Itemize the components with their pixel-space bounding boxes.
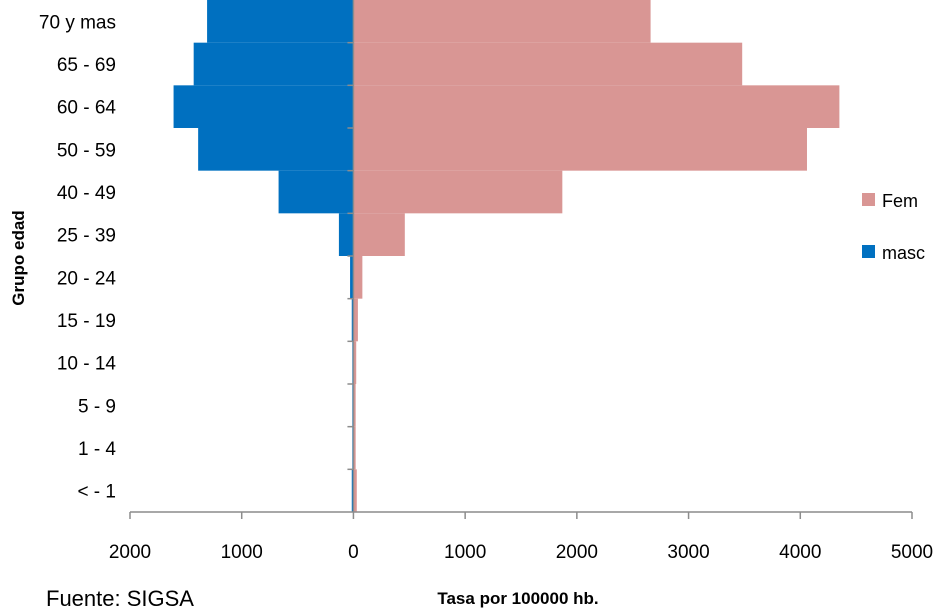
x-tick-label: 3000 [667,542,709,563]
labels-layer: 70 y mas 65 - 69 60 - 64 50 - 59 40 - 49 25 -… [39,12,933,563]
bar-masc-6 [350,256,354,299]
x-tick-label: 1000 [444,542,486,563]
bar-fem-5 [353,213,405,256]
bar-masc-4 [278,170,354,214]
y-tick-label: 25 - 39 [57,226,116,247]
legend-swatch-fem [862,193,875,206]
bar-fem-8 [353,341,357,384]
bar-fem-3 [353,128,807,171]
bar-fem-1 [353,42,743,86]
x-tick-label: 2000 [109,542,151,563]
x-tick-label: 2000 [556,542,598,563]
legend-swatch-masc [862,245,875,258]
bar-masc-3 [198,128,354,171]
y-axis-title: Grupo edad [9,210,28,305]
bar-masc-5 [338,213,354,256]
bar-fem-0 [353,0,651,43]
bar-masc-2 [173,85,354,128]
x-tick-label: 1000 [221,542,263,563]
bar-fem-4 [353,170,563,214]
bar-fem-6 [353,256,363,299]
y-tick-label: 65 - 69 [57,55,116,76]
bar-masc-0 [207,0,354,43]
y-tick-label: 40 - 49 [57,183,116,204]
y-tick-label: 20 - 24 [57,268,117,289]
y-tick-label: 70 y mas [39,12,116,33]
bar-masc-1 [193,42,354,86]
bars-layer [173,0,840,512]
source-note: Fuente: SIGSA [46,586,194,611]
bar-fem-2 [353,85,840,128]
bar-fem-9 [353,384,356,427]
bar-fem-7 [353,298,358,342]
y-tick-label: 1 - 4 [78,439,116,460]
bar-fem-10 [353,426,356,470]
y-tick-label: 15 - 19 [57,311,116,332]
bar-fem-11 [353,469,357,512]
bar-masc-7 [351,298,354,342]
axis-layer [129,0,913,519]
legend-label-masc: masc [882,243,925,263]
legend: Fem masc [862,191,925,263]
legend-label-fem: Fem [882,191,918,211]
x-tick-label: 4000 [779,542,821,563]
y-tick-label: 5 - 9 [78,396,116,417]
x-tick-label: 5000 [891,542,933,563]
x-axis-title: Tasa por 100000 hb. [437,589,598,608]
y-tick-label: 10 - 14 [57,354,117,375]
y-tick-label: 60 - 64 [57,98,117,119]
y-tick-label: < - 1 [77,482,116,503]
x-tick-label: 0 [348,542,359,563]
y-tick-label: 50 - 59 [57,140,116,161]
bar-masc-11 [351,469,354,512]
